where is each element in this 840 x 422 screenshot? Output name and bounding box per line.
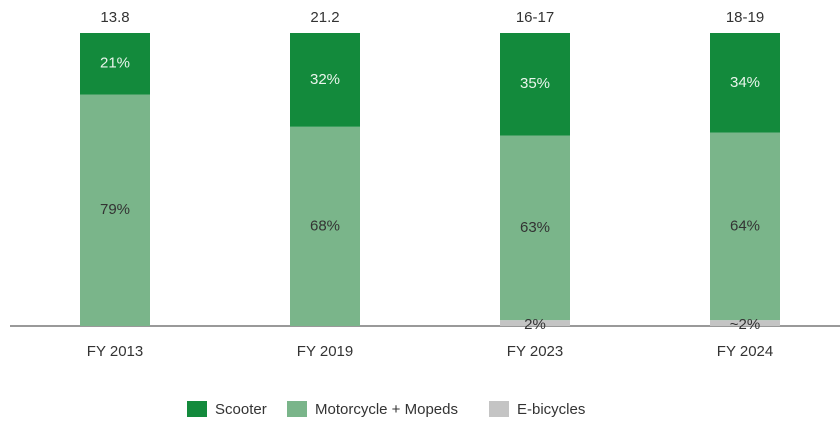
segment-label: 21% (100, 55, 130, 72)
bar-segment (80, 33, 150, 95)
bar-segment (500, 320, 570, 326)
x-tick-label: FY 2013 (87, 343, 143, 360)
legend-swatch (287, 401, 307, 417)
bar-segment (500, 33, 570, 136)
segment-label: 35% (520, 75, 550, 92)
segment-label: 68% (310, 217, 340, 234)
legend-swatch (187, 401, 207, 417)
segment-label: 63% (520, 219, 550, 236)
bar-segment (80, 94, 150, 326)
legend-swatch (489, 401, 509, 417)
bar-segment (290, 126, 360, 326)
segment-label: 32% (310, 71, 340, 88)
bar-segment (290, 33, 360, 127)
total-label: 16-17 (516, 9, 554, 26)
segment-label: ~2% (730, 316, 760, 333)
x-tick-label: FY 2023 (507, 343, 563, 360)
segment-label: 79% (100, 201, 130, 218)
legend-label: Motorcycle + Mopeds (315, 401, 458, 418)
legend-label: Scooter (215, 401, 267, 418)
x-tick-label: FY 2024 (717, 343, 773, 360)
segment-label: 34% (730, 74, 760, 91)
total-label: 21.2 (310, 9, 339, 26)
segment-label: 2% (524, 316, 546, 333)
bar-segment (500, 135, 570, 321)
total-label: 13.8 (100, 9, 129, 26)
bar-segment (710, 33, 780, 133)
bar-segment (710, 132, 780, 321)
x-tick-label: FY 2019 (297, 343, 353, 360)
bar-segment (710, 320, 780, 326)
legend-label: E-bicycles (517, 401, 585, 418)
total-label: 18-19 (726, 9, 764, 26)
segment-label: 64% (730, 217, 760, 234)
